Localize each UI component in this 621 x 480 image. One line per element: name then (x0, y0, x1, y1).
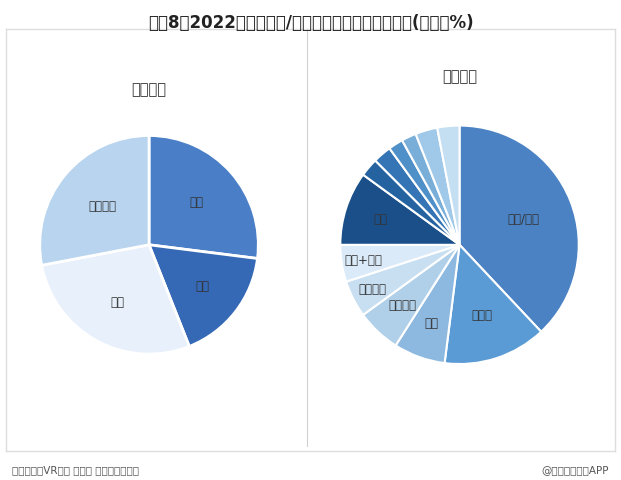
Wedge shape (389, 140, 460, 245)
Wedge shape (375, 148, 460, 245)
Wedge shape (445, 245, 541, 364)
Wedge shape (437, 126, 460, 245)
Text: 图表8：2022年全球虚拟/增强现实技术投资赛道分布(单位：%): 图表8：2022年全球虚拟/增强现实技术投资赛道分布(单位：%) (148, 14, 473, 33)
Wedge shape (402, 134, 460, 245)
Text: 虚拟培训: 虚拟培训 (388, 299, 417, 312)
Wedge shape (415, 128, 460, 245)
Wedge shape (363, 160, 460, 245)
Text: 硬件/整机: 硬件/整机 (508, 213, 540, 226)
Text: 软件+服务: 软件+服务 (344, 253, 382, 266)
Text: @前瞻经济学人APP: @前瞻经济学人APP (541, 465, 609, 475)
Wedge shape (396, 245, 460, 363)
Title: 融资金额: 融资金额 (442, 70, 477, 84)
Text: 硬件: 硬件 (189, 196, 204, 209)
Text: 内容: 内容 (111, 296, 124, 309)
Wedge shape (149, 245, 258, 347)
Title: 融资数量: 融资数量 (132, 83, 166, 97)
Wedge shape (340, 245, 460, 282)
Wedge shape (460, 126, 579, 332)
Text: 资料来源：VR陀螺 青亭网 前瞻产业研究院: 资料来源：VR陀螺 青亭网 前瞻产业研究院 (12, 465, 140, 475)
Text: 医疗: 医疗 (424, 317, 438, 330)
Text: 行业应用: 行业应用 (89, 200, 117, 213)
Wedge shape (346, 245, 460, 315)
Wedge shape (40, 135, 149, 265)
Text: 软件: 软件 (196, 280, 209, 293)
Wedge shape (149, 135, 258, 259)
Wedge shape (363, 245, 460, 346)
Wedge shape (340, 175, 460, 245)
Text: 虚拟社交: 虚拟社交 (358, 283, 386, 296)
Wedge shape (42, 245, 189, 354)
Text: 数字人: 数字人 (472, 309, 493, 322)
Text: 游戏: 游戏 (373, 213, 387, 226)
